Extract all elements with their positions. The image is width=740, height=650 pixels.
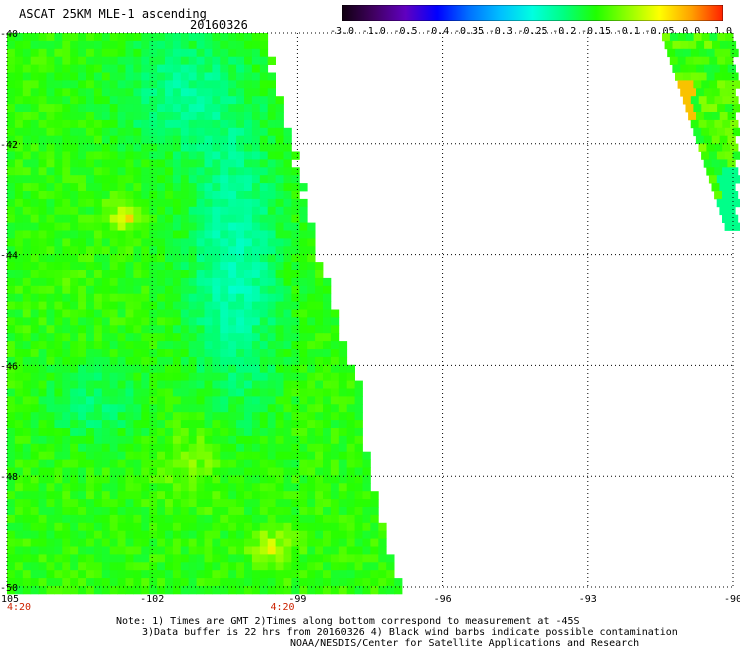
footnote-line-1: Note: 1) Times are GMT 2)Times along bot… (116, 616, 580, 627)
colorbar-labels: -3.0 -1.0 -0.5 -0.4 -0.35 -0.3 -0.25 -0.2 -0.15-… (330, 26, 735, 38)
y-tick-label: -48 (0, 472, 18, 483)
swath-west (7, 33, 403, 595)
time-label: 4:20 (271, 602, 295, 613)
graticule (6, 32, 734, 588)
colorbar-label: -0.3 (488, 26, 513, 37)
time-label: 4:20 (7, 602, 31, 613)
colorbar-label: -3.0 (329, 26, 355, 37)
x-tick-label: -93 (579, 594, 597, 605)
colorbar-label: -0.2 (552, 26, 577, 37)
colorbar-label: -1.0 (361, 26, 386, 37)
y-tick-label: -44 (0, 251, 18, 262)
y-tick-label: -50 (0, 583, 18, 594)
y-tick-label: -42 (0, 140, 18, 151)
footnote-credit: NOAA/NESDIS/Center for Satellite Applica… (290, 638, 640, 649)
x-tick-label: -90 (724, 594, 740, 605)
y-tick-label: -46 (0, 361, 18, 372)
y-tick-label: -40 (0, 29, 18, 40)
colorbar-label: -0.1 (615, 26, 640, 37)
map-title: ASCAT 25KM MLE-1 ascending (19, 7, 207, 21)
colorbar-label: -0.25 (517, 26, 548, 37)
colorbar-label: -0.05 (644, 26, 675, 37)
colorbar-label: -0.4 (425, 26, 450, 37)
colorbar (342, 5, 723, 21)
colorbar-label: 1.0 (713, 26, 733, 37)
x-tick-label: -102 (140, 594, 164, 605)
footnote-line-2: 3)Data buffer is 22 hrs from 20160326 4)… (142, 627, 678, 638)
map-date: 20160326 (190, 18, 248, 32)
colorbar-label: -0.35 (453, 26, 485, 37)
swath-east (662, 33, 740, 231)
x-tick-label: -99 (288, 594, 306, 605)
colorbar-label: 0.0 (682, 26, 701, 37)
x-tick-label: -96 (434, 594, 452, 605)
colorbar-label: -0.15 (580, 26, 612, 37)
x-tick-label: -105 (0, 594, 19, 605)
colorbar-label: -0.5 (393, 26, 418, 37)
